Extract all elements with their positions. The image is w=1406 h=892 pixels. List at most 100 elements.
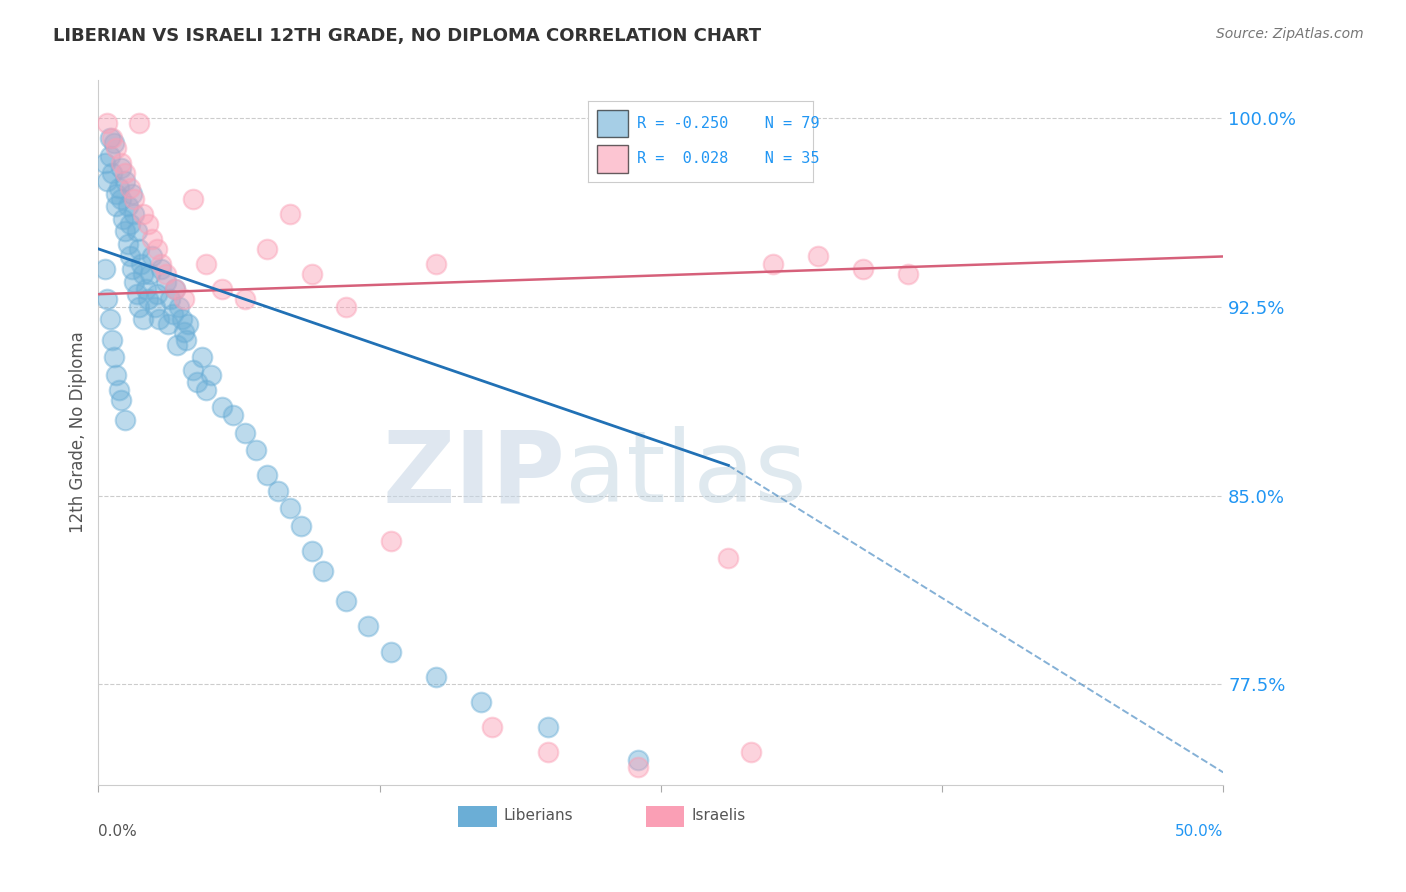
Point [114,166,136,180]
Point [118,249,141,263]
Point [107,383,129,397]
Point [173,292,195,306]
Point [807,249,830,263]
Point [470,695,492,709]
Point [425,670,447,684]
Point [132,267,155,281]
Point [105,199,128,213]
Point [233,292,256,306]
Point [150,262,173,277]
Point [163,282,186,296]
Point [301,544,323,558]
Point [146,287,169,301]
Text: atlas: atlas [565,426,807,524]
Point [150,257,173,271]
Point [191,350,214,364]
Point [103,136,125,151]
Point [537,745,560,759]
Point [357,619,380,633]
Point [222,408,245,422]
Point [110,392,132,407]
Point [155,275,177,289]
Point [105,186,128,201]
Point [114,224,136,238]
Point [195,383,218,397]
Point [129,257,152,271]
Point [128,300,150,314]
Point [121,262,143,277]
Point [481,720,503,734]
Point [107,181,129,195]
Point [135,282,157,296]
Point [425,257,447,271]
Point [170,312,193,326]
Point [211,282,233,296]
Point [105,141,128,155]
Point [148,312,170,326]
Point [155,267,177,281]
Point [128,116,150,130]
Point [195,257,218,271]
Point [211,401,233,415]
Point [278,207,301,221]
Y-axis label: 12th Grade, No Diploma: 12th Grade, No Diploma [69,332,87,533]
Point [301,267,323,281]
Point [118,217,141,231]
Point [256,242,278,256]
Point [141,249,163,263]
Point [94,262,117,277]
Point [181,362,204,376]
Point [98,131,121,145]
Point [128,242,150,256]
Text: Israelis: Israelis [692,808,745,822]
Point [717,551,740,566]
Point [124,207,146,221]
Text: ZIP: ZIP [382,426,565,524]
Point [290,518,312,533]
Point [159,292,181,306]
Point [96,174,118,188]
Point [98,149,121,163]
Point [233,425,256,440]
Point [96,292,118,306]
Point [740,745,762,759]
Point [141,232,163,246]
Point [278,501,301,516]
Point [312,564,335,578]
Point [101,131,124,145]
Point [103,350,125,364]
Point [124,275,146,289]
Point [380,533,402,548]
Point [169,300,191,314]
Point [132,312,155,326]
Point [627,760,650,774]
Point [166,337,188,351]
Point [98,312,121,326]
Point [537,720,560,734]
Point [101,166,124,180]
Point [125,224,148,238]
Point [163,282,186,296]
Point [173,325,195,339]
Point [101,333,124,347]
Point [162,307,184,321]
Point [139,267,162,281]
Text: Liberians: Liberians [503,808,574,822]
Point [132,207,155,221]
Point [110,161,132,176]
Point [762,257,785,271]
Point [110,192,132,206]
Point [157,318,180,332]
Text: 50.0%: 50.0% [1175,823,1223,838]
Point [114,413,136,427]
Point [121,186,143,201]
Point [124,192,146,206]
Point [105,368,128,382]
Point [117,199,139,213]
Point [897,267,920,281]
Point [177,318,200,332]
Point [118,181,141,195]
Point [136,217,159,231]
Point [143,300,166,314]
Point [627,753,650,767]
